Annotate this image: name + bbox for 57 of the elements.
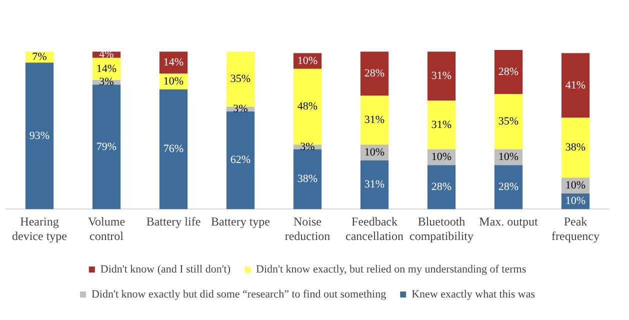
data-label: 31% xyxy=(364,178,385,191)
bar xyxy=(561,53,590,118)
bar xyxy=(92,84,121,210)
bar xyxy=(293,149,322,210)
legend-label: Didn't know exactly, but relied on my understanding of terms xyxy=(256,263,526,276)
bar xyxy=(159,89,188,210)
data-label: 10% xyxy=(431,151,452,164)
data-label: 93% xyxy=(29,130,50,142)
data-label: 31% xyxy=(364,114,385,126)
x-tick-label: Max. output xyxy=(479,214,538,229)
bar xyxy=(360,96,389,145)
x-tick-label: Bluetooth compatibility xyxy=(410,214,474,243)
bar xyxy=(427,165,456,210)
data-label: 10% xyxy=(163,75,184,88)
x-tick-label: Hearing device type xyxy=(12,214,67,243)
data-label: 48% xyxy=(297,100,318,113)
data-label: 76% xyxy=(163,143,184,156)
data-label: 28% xyxy=(431,181,452,194)
data-label: 10% xyxy=(297,54,318,67)
x-tick-label: Noise reduction xyxy=(284,214,330,243)
x-tick-label: Volume control xyxy=(88,214,126,243)
data-label: 35% xyxy=(230,73,251,86)
x-tick-label: Peak frequency xyxy=(552,214,600,243)
data-label: 31% xyxy=(431,118,452,131)
legend-label: Didn't know (and I still don't) xyxy=(100,263,231,276)
data-label: 10% xyxy=(364,146,385,158)
data-label: 62% xyxy=(230,154,251,166)
bar xyxy=(226,111,255,210)
data-label: 41% xyxy=(565,79,586,92)
legend-label: Knew exactly what this was xyxy=(412,288,536,300)
data-label: 14% xyxy=(96,62,117,75)
bar xyxy=(360,52,389,96)
x-tick-label: Battery life xyxy=(146,214,201,229)
data-label: 38% xyxy=(297,173,318,186)
x-tick-label: Battery type xyxy=(211,214,270,229)
data-label: 10% xyxy=(498,151,519,164)
data-label: 28% xyxy=(498,66,519,78)
bar xyxy=(427,100,456,150)
data-label: 79% xyxy=(96,140,117,153)
x-tick-label: Feedback cancellation xyxy=(346,214,404,243)
data-label: 28% xyxy=(498,181,519,194)
bar xyxy=(494,94,523,150)
bar xyxy=(561,118,590,178)
data-label: 14% xyxy=(163,56,184,68)
data-label: 28% xyxy=(364,68,385,80)
data-label: 10% xyxy=(565,179,586,192)
bar xyxy=(494,50,523,94)
data-label: 35% xyxy=(498,116,519,128)
bar xyxy=(427,52,456,100)
data-label: 31% xyxy=(431,70,452,82)
data-label: 7% xyxy=(32,50,47,63)
legend-label: Didn't know exactly but did some “research” to find out something xyxy=(91,288,387,300)
bar xyxy=(494,165,523,210)
data-label: 38% xyxy=(565,142,586,154)
data-label: 10% xyxy=(565,195,586,208)
bar xyxy=(360,160,389,210)
bar xyxy=(25,62,54,210)
